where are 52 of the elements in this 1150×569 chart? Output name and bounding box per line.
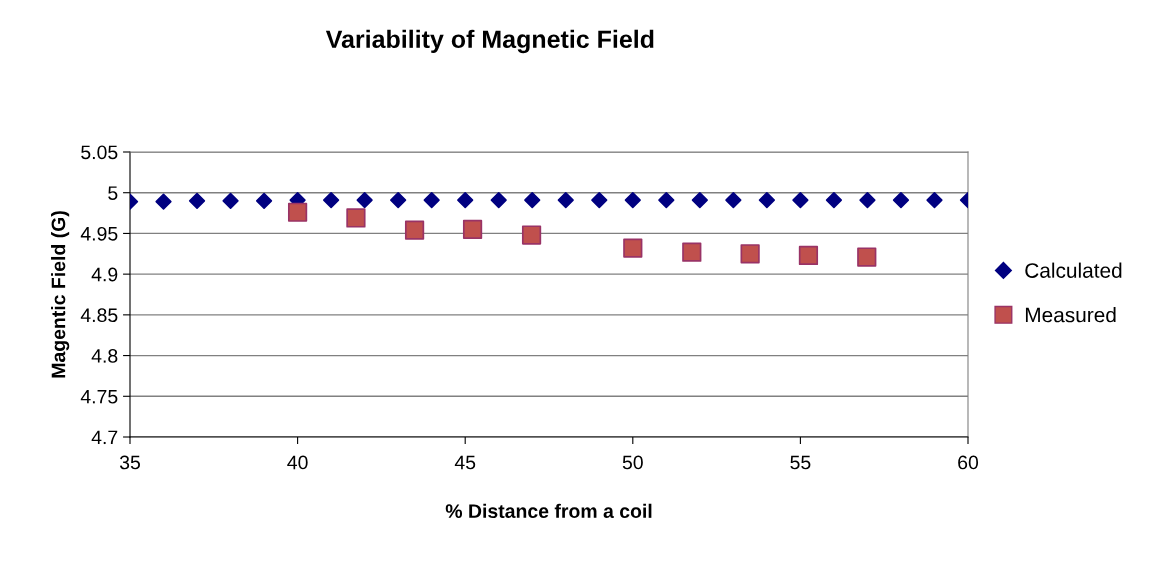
- x-tick-label: 55: [790, 455, 811, 470]
- x-tick-label: 40: [287, 455, 308, 470]
- point: [926, 191, 943, 209]
- point: [658, 191, 675, 209]
- point: [892, 191, 910, 209]
- point: [725, 191, 742, 209]
- point: [521, 225, 542, 245]
- point: [792, 191, 809, 209]
- y-tick-label: 4.8: [91, 349, 118, 363]
- y-tick-label: 4.7: [91, 430, 118, 445]
- y-tick-label: 5: [108, 186, 118, 200]
- point: [255, 192, 273, 209]
- y-tick-label: 4.9: [91, 267, 118, 282]
- point: [524, 191, 541, 209]
- y-tick-label: 4.85: [80, 308, 118, 323]
- chart-title: Variability of Magnetic Field: [325, 29, 654, 54]
- point: [390, 191, 407, 209]
- point: [682, 242, 702, 262]
- legend-label: Calculated: [1025, 262, 1122, 278]
- point: [740, 244, 760, 264]
- y-tick-label: 5.05: [81, 145, 118, 160]
- point: [457, 191, 474, 209]
- point: [557, 191, 574, 209]
- point: [188, 192, 206, 209]
- point: [691, 191, 708, 209]
- point: [758, 191, 775, 209]
- point: [404, 220, 425, 240]
- x-tick-label: 45: [454, 455, 476, 470]
- point: [857, 247, 877, 267]
- x-axis-title: % Distance from a coil: [445, 503, 652, 519]
- point: [287, 202, 308, 222]
- point: [423, 191, 440, 209]
- y-axis-title: Magentic Field (G): [51, 211, 70, 378]
- x-tick-label: 35: [119, 455, 140, 470]
- point: [591, 191, 608, 209]
- y-tick-label: 4.75: [80, 389, 118, 404]
- point: [222, 192, 239, 209]
- point: [356, 191, 373, 209]
- x-tick-label: 60: [958, 455, 979, 470]
- point: [859, 191, 876, 209]
- x-tick-label: 50: [622, 455, 643, 470]
- point: [155, 193, 172, 210]
- point: [346, 208, 366, 228]
- point: [623, 238, 643, 258]
- point: [624, 191, 641, 209]
- legend-label: Measured: [1025, 307, 1116, 323]
- point: [462, 219, 483, 239]
- point: [490, 191, 507, 209]
- point: [323, 191, 340, 209]
- y-tick-label: 4.95: [80, 226, 118, 241]
- point: [825, 191, 843, 209]
- point: [798, 245, 819, 266]
